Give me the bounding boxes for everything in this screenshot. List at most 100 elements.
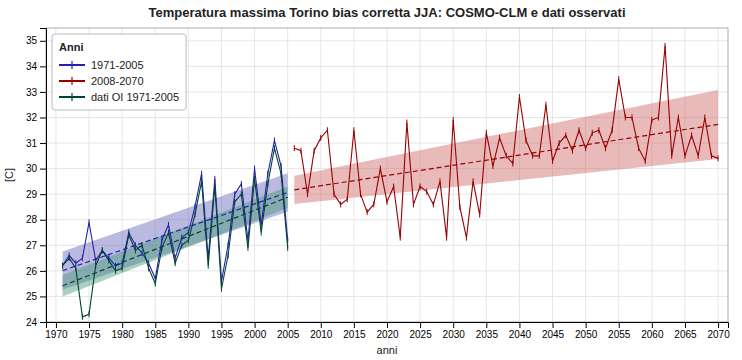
point-marker <box>393 184 394 190</box>
y-tick-mark <box>40 245 46 246</box>
y-tick: 25 <box>26 291 46 302</box>
y-tick-mark <box>40 143 46 144</box>
point-marker <box>214 184 215 190</box>
x-tick: 2010 <box>310 322 333 340</box>
x-tick-label: 2025 <box>409 329 432 340</box>
x-tick-label: 1985 <box>145 329 168 340</box>
y-tick: 24 <box>26 317 46 328</box>
x-tick-mark <box>387 322 388 328</box>
x-tick-label: 2045 <box>542 329 565 340</box>
x-tick-label: 2015 <box>343 329 366 340</box>
point-marker <box>188 230 189 236</box>
point-marker <box>678 114 679 120</box>
point-marker <box>638 145 639 151</box>
x-tick-label: 2070 <box>707 329 730 340</box>
x-tick: 2025 <box>409 322 432 340</box>
y-tick: 31 <box>26 138 46 149</box>
point-marker <box>208 263 209 269</box>
series-markers <box>63 137 288 284</box>
point-marker <box>658 114 659 120</box>
point-marker <box>420 184 421 190</box>
x-tick: 2020 <box>376 322 399 340</box>
x-tick: 1990 <box>178 322 201 340</box>
legend-item: dati OI 1971-2005 <box>59 91 179 103</box>
y-tick-label: 27 <box>26 240 38 251</box>
grid-line-x <box>188 28 189 322</box>
y-tick-mark <box>40 41 46 42</box>
point-marker <box>194 212 195 218</box>
point-marker <box>598 127 599 133</box>
x-tick-label: 2020 <box>376 329 399 340</box>
point-marker <box>704 114 705 120</box>
legend-marker <box>71 77 72 85</box>
grid-line-x <box>585 28 586 322</box>
point-marker <box>572 148 573 154</box>
grid <box>46 28 728 322</box>
x-tick-label: 1975 <box>78 329 101 340</box>
y-tick-label: 30 <box>26 163 38 174</box>
point-marker <box>142 242 143 248</box>
point-marker <box>532 153 533 159</box>
x-tick: 2050 <box>575 322 598 340</box>
x-tick: 1980 <box>112 322 135 340</box>
point-marker <box>254 176 255 182</box>
x-tick: 1970 <box>45 322 68 340</box>
x-tick: 1985 <box>145 322 168 340</box>
point-marker <box>426 189 427 195</box>
y-tick-label: 29 <box>26 189 38 200</box>
point-marker <box>340 201 341 207</box>
point-marker <box>155 281 156 287</box>
x-tick-label: 2005 <box>277 329 300 340</box>
legend-label: 2008-2070 <box>91 75 144 87</box>
point-marker <box>592 130 593 136</box>
point-marker <box>102 247 103 253</box>
point-marker <box>274 137 275 143</box>
legend-label: dati OI 1971-2005 <box>91 91 179 103</box>
legend-marker <box>71 93 72 101</box>
y-tick: 32 <box>26 112 46 123</box>
y-tick-mark <box>40 220 46 221</box>
point-marker <box>512 160 513 166</box>
y-tick-label: 35 <box>26 35 38 46</box>
point-marker <box>161 237 162 243</box>
y-tick-mark <box>40 194 46 195</box>
point-marker <box>247 245 248 251</box>
point-marker <box>194 204 195 210</box>
y-tick-label: 26 <box>26 266 38 277</box>
y-tick-mark <box>40 271 46 272</box>
point-marker <box>241 191 242 197</box>
point-marker <box>62 263 63 269</box>
point-marker <box>373 201 374 207</box>
point-marker <box>221 286 222 292</box>
point-marker <box>261 230 262 236</box>
x-tick-mark <box>89 322 90 328</box>
x-tick: 2060 <box>641 322 664 340</box>
x-tick-label: 1970 <box>45 329 68 340</box>
x-tick-mark <box>453 322 454 328</box>
point-marker <box>181 235 182 241</box>
point-marker <box>499 135 500 141</box>
point-marker <box>82 255 83 261</box>
point-marker <box>327 127 328 133</box>
point-marker <box>62 263 63 269</box>
point-marker <box>433 201 434 207</box>
point-marker <box>115 263 116 269</box>
legend-title: Anni <box>59 41 83 53</box>
point-marker <box>347 196 348 202</box>
x-tick-label: 2055 <box>608 329 631 340</box>
x-tick: 2040 <box>509 322 532 340</box>
point-marker <box>201 171 202 177</box>
x-axis-title: anni <box>377 344 398 356</box>
x-tick-mark <box>221 322 222 328</box>
x-tick-label: 1990 <box>178 329 201 340</box>
point-marker <box>241 181 242 187</box>
point-marker <box>413 201 414 207</box>
point-marker <box>625 114 626 120</box>
x-tick-label: 1995 <box>211 329 234 340</box>
trend-line <box>63 197 288 286</box>
point-marker <box>684 153 685 159</box>
point-marker <box>519 94 520 100</box>
point-marker <box>122 265 123 271</box>
x-tick-mark <box>619 322 620 328</box>
y-tick: 30 <box>26 163 46 174</box>
